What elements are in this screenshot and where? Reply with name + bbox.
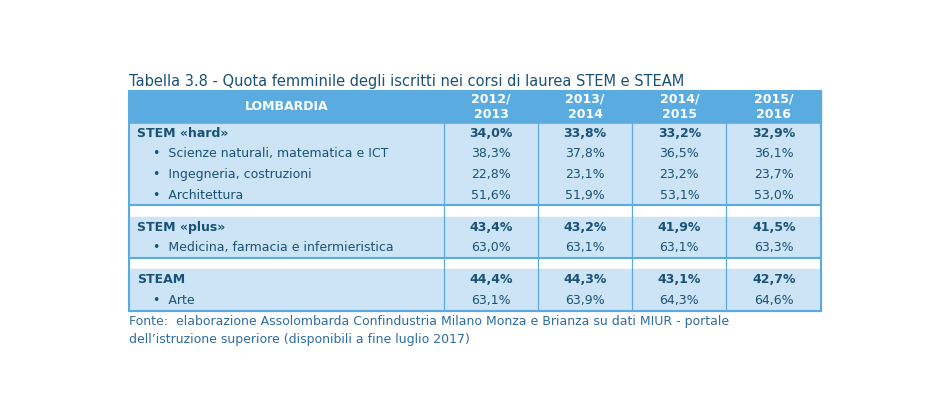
Text: 23,7%: 23,7% [754, 168, 794, 181]
Text: •  Ingegneria, costruzioni: • Ingegneria, costruzioni [137, 168, 312, 181]
Text: 43,4%: 43,4% [469, 221, 513, 233]
Bar [129, 217, 821, 237]
Text: •  Scienze naturali, matematica e ICT: • Scienze naturali, matematica e ICT [137, 147, 388, 160]
Text: •  Arte: • Arte [137, 294, 195, 307]
Text: 63,1%: 63,1% [565, 241, 605, 254]
Text: •  Architettura: • Architettura [137, 189, 244, 201]
Text: Tabella 3.8 - Quota femminile degli iscritti nei corsi di laurea STEM e STEAM: Tabella 3.8 - Quota femminile degli iscr… [129, 74, 684, 89]
Text: 44,3%: 44,3% [564, 273, 607, 286]
Text: 2012/
2013: 2012/ 2013 [471, 93, 511, 121]
Text: 64,3%: 64,3% [660, 294, 699, 307]
Text: STEAM: STEAM [137, 273, 185, 286]
Bar [129, 91, 821, 123]
Text: LOMBARDIA: LOMBARDIA [245, 101, 328, 113]
Text: 64,6%: 64,6% [755, 294, 794, 307]
Text: 33,2%: 33,2% [658, 126, 701, 140]
Bar [129, 91, 821, 310]
Text: Fonte:  elaborazione Assolombarda Confindustria Milano Monza e Brianza su dati M: Fonte: elaborazione Assolombarda Confind… [129, 315, 729, 346]
Text: 63,1%: 63,1% [471, 294, 511, 307]
Bar [129, 164, 821, 185]
Text: 2015/
2016: 2015/ 2016 [755, 93, 794, 121]
Text: 34,0%: 34,0% [469, 126, 513, 140]
Text: STEM «hard»: STEM «hard» [137, 126, 229, 140]
Text: 51,6%: 51,6% [471, 189, 511, 201]
Text: 63,1%: 63,1% [660, 241, 699, 254]
Text: 2014/
2015: 2014/ 2015 [660, 93, 699, 121]
Bar [129, 269, 821, 290]
Text: STEM «plus»: STEM «plus» [137, 221, 225, 233]
Text: 33,8%: 33,8% [564, 126, 607, 140]
Text: 63,3%: 63,3% [755, 241, 794, 254]
Text: 36,1%: 36,1% [755, 147, 794, 160]
Text: 42,7%: 42,7% [752, 273, 795, 286]
Text: 63,0%: 63,0% [471, 241, 511, 254]
Text: 43,2%: 43,2% [564, 221, 607, 233]
Bar [129, 290, 821, 310]
Bar [129, 185, 821, 205]
Bar [129, 144, 821, 164]
Text: 63,9%: 63,9% [565, 294, 605, 307]
Text: 53,0%: 53,0% [754, 189, 794, 201]
Bar [129, 205, 821, 217]
Text: 51,9%: 51,9% [565, 189, 605, 201]
Text: 41,9%: 41,9% [657, 221, 701, 233]
Text: 32,9%: 32,9% [753, 126, 795, 140]
Bar [129, 123, 821, 144]
Text: 36,5%: 36,5% [659, 147, 699, 160]
Text: 22,8%: 22,8% [471, 168, 511, 181]
Text: 23,2%: 23,2% [660, 168, 699, 181]
Text: 53,1%: 53,1% [659, 189, 699, 201]
Text: 43,1%: 43,1% [657, 273, 701, 286]
Text: 41,5%: 41,5% [752, 221, 795, 233]
Bar [129, 237, 821, 258]
Text: 44,4%: 44,4% [469, 273, 513, 286]
Bar [129, 258, 821, 269]
Text: •  Medicina, farmacia e infermieristica: • Medicina, farmacia e infermieristica [137, 241, 394, 254]
Text: 2013/
2014: 2013/ 2014 [565, 93, 605, 121]
Text: 37,8%: 37,8% [565, 147, 605, 160]
Text: 23,1%: 23,1% [565, 168, 605, 181]
Text: 38,3%: 38,3% [471, 147, 511, 160]
